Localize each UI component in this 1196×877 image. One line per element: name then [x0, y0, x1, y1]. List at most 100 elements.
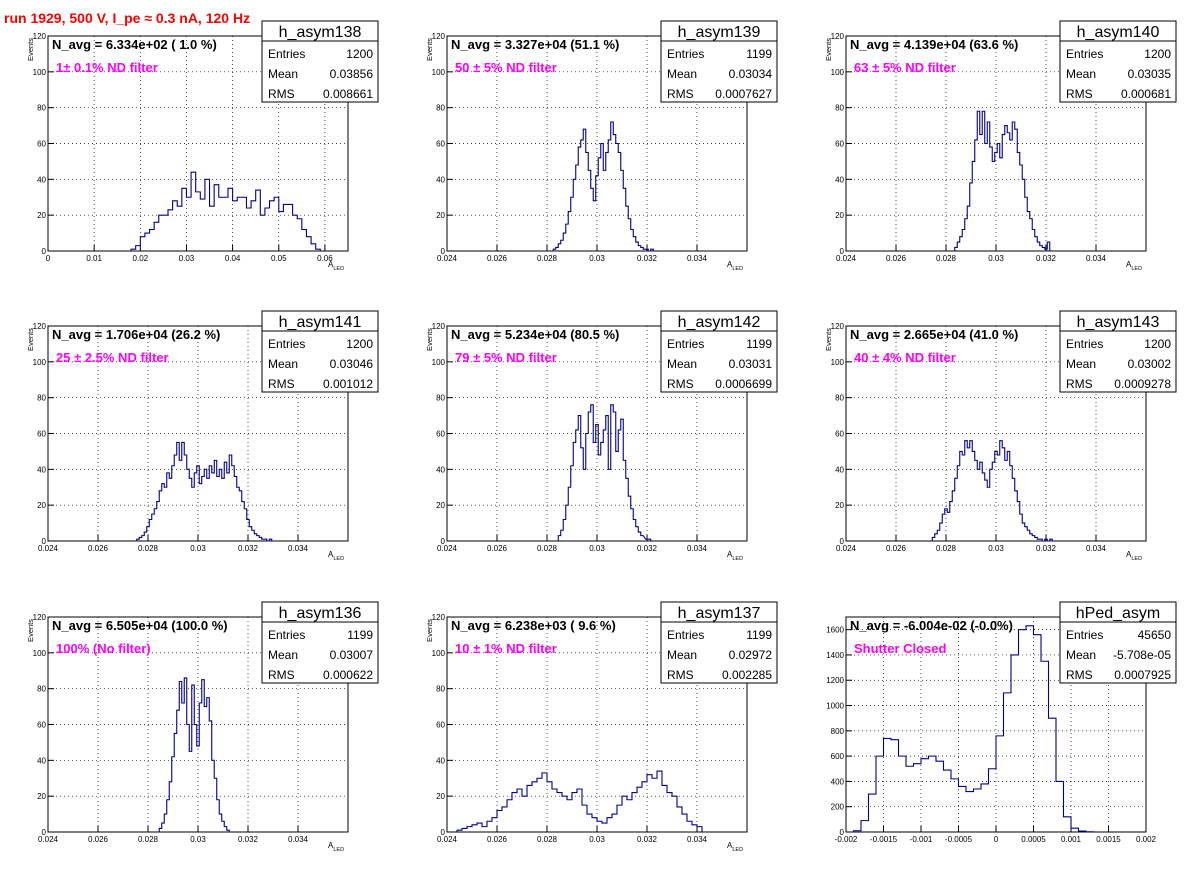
stats-label: RMS	[1066, 87, 1093, 101]
x-axis-label-subscript: LED	[333, 266, 344, 272]
histogram-line	[954, 110, 1051, 251]
y-axis-label: Events	[26, 328, 35, 351]
y-tick-label: 100	[432, 68, 446, 77]
stats-value: 1199	[347, 628, 373, 642]
stats-box	[1059, 40, 1177, 103]
x-tick-label: 0.032	[1036, 254, 1057, 263]
n-avg-text: N_avg = 6.334e+02 ( 1.0 %)	[52, 37, 217, 52]
stats-histogram-name: h_asym140	[1077, 24, 1160, 41]
stats-label: RMS	[667, 668, 694, 682]
x-tick-label: 0.028	[537, 254, 558, 263]
y-tick-label: 80	[436, 104, 445, 113]
x-tick-label: 0.024	[38, 835, 59, 844]
y-tick-label: 20	[37, 792, 46, 801]
y-tick-label: 120	[33, 32, 47, 41]
stats-histogram-name: h_asym137	[678, 605, 761, 622]
x-tick-label: 0.034	[687, 835, 708, 844]
y-tick-label: 80	[835, 104, 844, 113]
stats-value: 0.001012	[323, 377, 373, 391]
y-tick-label: 40	[436, 756, 445, 765]
stats-value: 1200	[346, 337, 373, 351]
histogram-line	[852, 625, 1095, 833]
histogram-panel-h_asym136: 0.024 0.026 0.028 0.03 0.032 0.034 0 20 40 60 80 10…	[26, 601, 379, 853]
stats-value: 1200	[1144, 47, 1171, 61]
stats-value: -5.708e-05	[1113, 648, 1171, 662]
x-tick-label: 0.01	[86, 254, 102, 263]
x-tick-label: 0.032	[637, 544, 658, 553]
x-tick-label: 0.026	[88, 544, 109, 553]
y-tick-label: 100	[432, 649, 446, 658]
stats-box	[660, 330, 778, 393]
y-tick-label: 20	[436, 501, 445, 510]
stats-label: Mean	[1066, 67, 1096, 81]
y-tick-label: 1200	[826, 676, 844, 685]
x-tick-label: 0.002	[1136, 835, 1157, 844]
stats-value: 0.03035	[1128, 67, 1172, 81]
y-tick-label: 20	[835, 501, 844, 510]
x-axis-label: ALED	[328, 841, 344, 853]
y-tick-label: 80	[37, 104, 46, 113]
stats-label: Entries	[1066, 337, 1103, 351]
x-tick-label: 0.03	[589, 544, 605, 553]
stats-box	[261, 330, 379, 393]
x-tick-label: 0.03	[589, 254, 605, 263]
filter-label: 63 ± 5% ND filter	[854, 60, 956, 75]
y-tick-label: 100	[831, 358, 845, 367]
x-axis-label: ALED	[328, 550, 344, 562]
histogram-line	[931, 440, 1055, 542]
y-tick-label: 20	[37, 501, 46, 510]
stats-box	[660, 621, 778, 684]
x-axis-label-subscript: LED	[1131, 266, 1142, 272]
run-title: run 1929, 500 V, I_pe ≈ 0.3 nA, 120 Hz	[4, 10, 251, 26]
x-axis-label-subscript: LED	[732, 847, 743, 853]
x-axis-label-subscript: LED	[333, 556, 344, 562]
x-axis-label-subscript: LED	[732, 556, 743, 562]
stats-value: 0.02972	[729, 648, 773, 662]
stats-value: 0.03034	[729, 67, 773, 81]
stats-label: Mean	[667, 648, 697, 662]
histogram-line	[158, 677, 232, 833]
y-tick-label: 80	[37, 394, 46, 403]
filter-label: 40 ± 4% ND filter	[854, 350, 956, 365]
x-tick-label: 0.024	[437, 835, 458, 844]
y-tick-label: 0	[840, 537, 845, 546]
stats-label: RMS	[268, 668, 295, 682]
histogram-panel-h_asym139: 0.024 0.026 0.028 0.03 0.032 0.034 0 20 40 60 80 10…	[425, 20, 778, 272]
n-avg-text: N_avg = -6.004e-02 (-0.0%)	[850, 618, 1013, 633]
stats-value: 45650	[1138, 628, 1172, 642]
y-tick-label: 40	[37, 756, 46, 765]
n-avg-text: N_avg = 2.665e+04 (41.0 %)	[850, 327, 1018, 342]
x-tick-label: 0.034	[1086, 254, 1107, 263]
filter-label: 10 ± 1% ND filter	[455, 641, 557, 656]
n-avg-text: N_avg = 4.139e+04 (63.6 %)	[850, 37, 1018, 52]
x-tick-label: 0.02	[133, 254, 149, 263]
x-tick-label: -0.0015	[870, 835, 898, 844]
x-tick-label: 0.028	[138, 544, 159, 553]
x-axis-label-subscript: LED	[732, 266, 743, 272]
y-tick-label: 1000	[826, 702, 844, 711]
x-tick-label: -0.001	[910, 835, 933, 844]
stats-label: RMS	[1066, 377, 1093, 391]
y-tick-label: 40	[835, 465, 844, 474]
stats-label: RMS	[667, 377, 694, 391]
stats-histogram-name: h_asym136	[279, 605, 362, 622]
x-tick-label: 0.024	[38, 544, 59, 553]
y-tick-label: 80	[436, 394, 445, 403]
y-tick-label: 0	[42, 828, 47, 837]
x-tick-label: 0.028	[936, 544, 957, 553]
stats-value: 1199	[746, 337, 772, 351]
y-tick-label: 0	[441, 537, 446, 546]
x-tick-label: 0.001	[1061, 835, 1082, 844]
stats-box	[1059, 621, 1177, 684]
x-tick-label: 0.032	[1036, 544, 1057, 553]
histogram-panel-h_asym140: 0.024 0.026 0.028 0.03 0.032 0.034 0 20 40 60 80 10…	[824, 20, 1177, 272]
stats-label: RMS	[1066, 668, 1093, 682]
y-tick-label: 200	[831, 803, 845, 812]
x-tick-label: 0.024	[437, 254, 458, 263]
histogram-panel-h_asym141: 0.024 0.026 0.028 0.03 0.032 0.034 0 20 40 60 80 10…	[26, 310, 379, 562]
y-tick-label: 600	[831, 752, 845, 761]
n-avg-text: N_avg = 6.505e+04 (100.0 %)	[52, 618, 228, 633]
filter-label: 25 ± 2.5% ND filter	[56, 350, 169, 365]
y-axis-label: Events	[824, 328, 833, 351]
x-axis-label: ALED	[727, 841, 743, 853]
